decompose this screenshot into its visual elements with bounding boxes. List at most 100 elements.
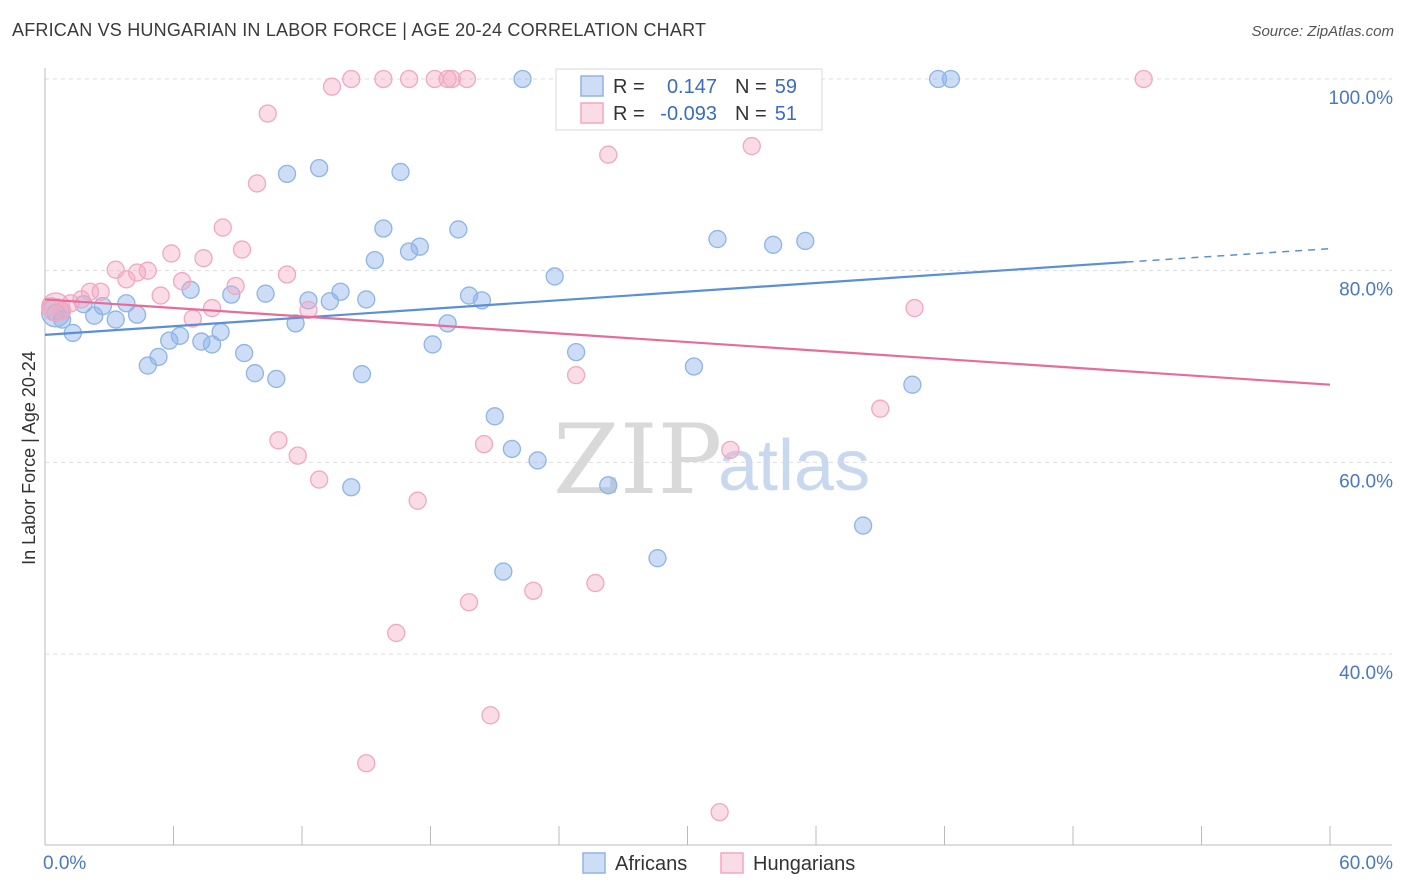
african-point xyxy=(211,322,230,342)
african-point xyxy=(928,69,948,89)
watermark-atlas: atlas xyxy=(718,426,870,506)
legend-swatch-bottom-hungarians xyxy=(720,852,744,874)
african-point xyxy=(374,219,393,238)
hungarian-point xyxy=(599,145,618,164)
hungarian-point xyxy=(80,282,100,301)
hungarian-point xyxy=(213,218,232,237)
legend-r-value-hungarians: -0.093 xyxy=(660,103,717,125)
african-point xyxy=(391,162,410,182)
watermark-zip: ZIP xyxy=(553,404,722,516)
data-points xyxy=(41,69,1153,822)
african-point xyxy=(357,290,376,309)
african-point xyxy=(853,516,873,535)
hungarian-point xyxy=(408,491,427,510)
african-point xyxy=(399,242,419,261)
source-credit: Source: ZipAtlas.com xyxy=(1251,23,1394,40)
hungarian-point xyxy=(481,706,500,725)
grid-lines xyxy=(45,78,1392,655)
hungarian-point xyxy=(457,69,477,89)
hungarian-point xyxy=(162,244,181,263)
hungarian-point xyxy=(194,249,213,268)
hungarian-point xyxy=(202,298,222,318)
legend-swatch-hungarians xyxy=(580,102,604,124)
african-point xyxy=(410,237,429,256)
hungarian-point xyxy=(151,286,170,305)
hungarian-point xyxy=(399,69,419,89)
african-point xyxy=(903,375,922,394)
african-point xyxy=(764,235,783,254)
series-legend: Africans Hungarians xyxy=(582,852,855,875)
stats-legend: R = 0.147 N = 59 R = -0.093 N = 51 xyxy=(555,68,823,131)
hungarian-point xyxy=(299,300,318,320)
hungarian-point xyxy=(258,104,277,123)
hungarian-point-cluster xyxy=(41,292,71,322)
hungarian-point xyxy=(586,573,605,593)
african-point xyxy=(513,69,532,89)
hungarian-point xyxy=(91,282,110,301)
african-point xyxy=(502,439,522,459)
legend-n-label-hungarians: N = xyxy=(735,103,767,125)
african-point xyxy=(365,250,384,270)
african-point xyxy=(545,267,564,286)
hungarian-point xyxy=(442,69,462,89)
legend-swatch-bottom-africans xyxy=(582,852,606,874)
legend-swatch-africans xyxy=(580,75,604,97)
african-point xyxy=(352,365,372,384)
african-point xyxy=(127,305,147,324)
legend-r-label-hungarians: R = xyxy=(613,103,645,125)
y-axis-title: In Labor Force | Age 20-24 xyxy=(19,351,39,565)
african-point xyxy=(342,478,361,497)
hungarian-point xyxy=(710,802,729,822)
african-point xyxy=(528,451,547,470)
african-point xyxy=(202,335,222,354)
y-tick-label: 60.0% xyxy=(1339,471,1393,492)
hungarian-point xyxy=(459,593,479,612)
hungarian-point xyxy=(226,276,245,296)
legend-r-label-africans: R = xyxy=(613,76,645,98)
african-point xyxy=(235,343,254,363)
hungarian-point xyxy=(905,298,924,318)
african-trend-extension xyxy=(1126,247,1331,263)
hungarian-point xyxy=(117,270,136,289)
hungarian-point xyxy=(438,69,457,89)
hungarian-point xyxy=(138,261,157,280)
legend-n-value-africans: 59 xyxy=(775,76,797,98)
axes xyxy=(44,68,1392,846)
hungarian-point xyxy=(277,265,297,284)
chart-title: AFRICAN VS HUNGARIAN IN LABOR FORCE | AG… xyxy=(12,20,707,40)
african-point xyxy=(299,291,318,310)
trend-lines xyxy=(44,247,1331,386)
watermark: ZIP atlas xyxy=(553,404,870,516)
hungarian-point xyxy=(721,440,740,460)
hungarian-point xyxy=(269,431,288,450)
african-point xyxy=(423,335,442,354)
hungarian-point xyxy=(387,623,406,643)
legend-r-value-africans: 0.147 xyxy=(667,76,717,98)
hungarian-point xyxy=(357,754,376,773)
y-tick-label: 40.0% xyxy=(1339,663,1393,684)
hungarian-point xyxy=(1134,69,1153,89)
african-point xyxy=(494,562,513,581)
hungarian-point xyxy=(566,365,586,385)
african-point xyxy=(331,282,350,301)
hungarian-trend-line xyxy=(44,298,1331,386)
african-point xyxy=(106,310,125,329)
x-tick-label: 60.0% xyxy=(1339,853,1393,874)
tick-labels: 40.0% 60.0% 80.0% 100.0% 0.0% 60.0% xyxy=(43,88,1393,874)
african-point xyxy=(192,332,211,351)
hungarian-point xyxy=(474,434,494,454)
y-tick-label: 80.0% xyxy=(1339,280,1393,301)
hungarian-point xyxy=(232,240,252,259)
hungarian-point xyxy=(524,581,543,600)
hungarian-point xyxy=(742,136,761,156)
y-tick-label: 100.0% xyxy=(1329,88,1394,109)
hungarian-point xyxy=(374,69,393,89)
african-trend-line xyxy=(44,260,1127,336)
african-point xyxy=(941,69,961,89)
legend-n-label-africans: N = xyxy=(735,76,767,98)
hungarian-point xyxy=(309,470,329,489)
african-point xyxy=(267,369,286,389)
african-point xyxy=(309,158,329,178)
african-point xyxy=(684,357,704,376)
